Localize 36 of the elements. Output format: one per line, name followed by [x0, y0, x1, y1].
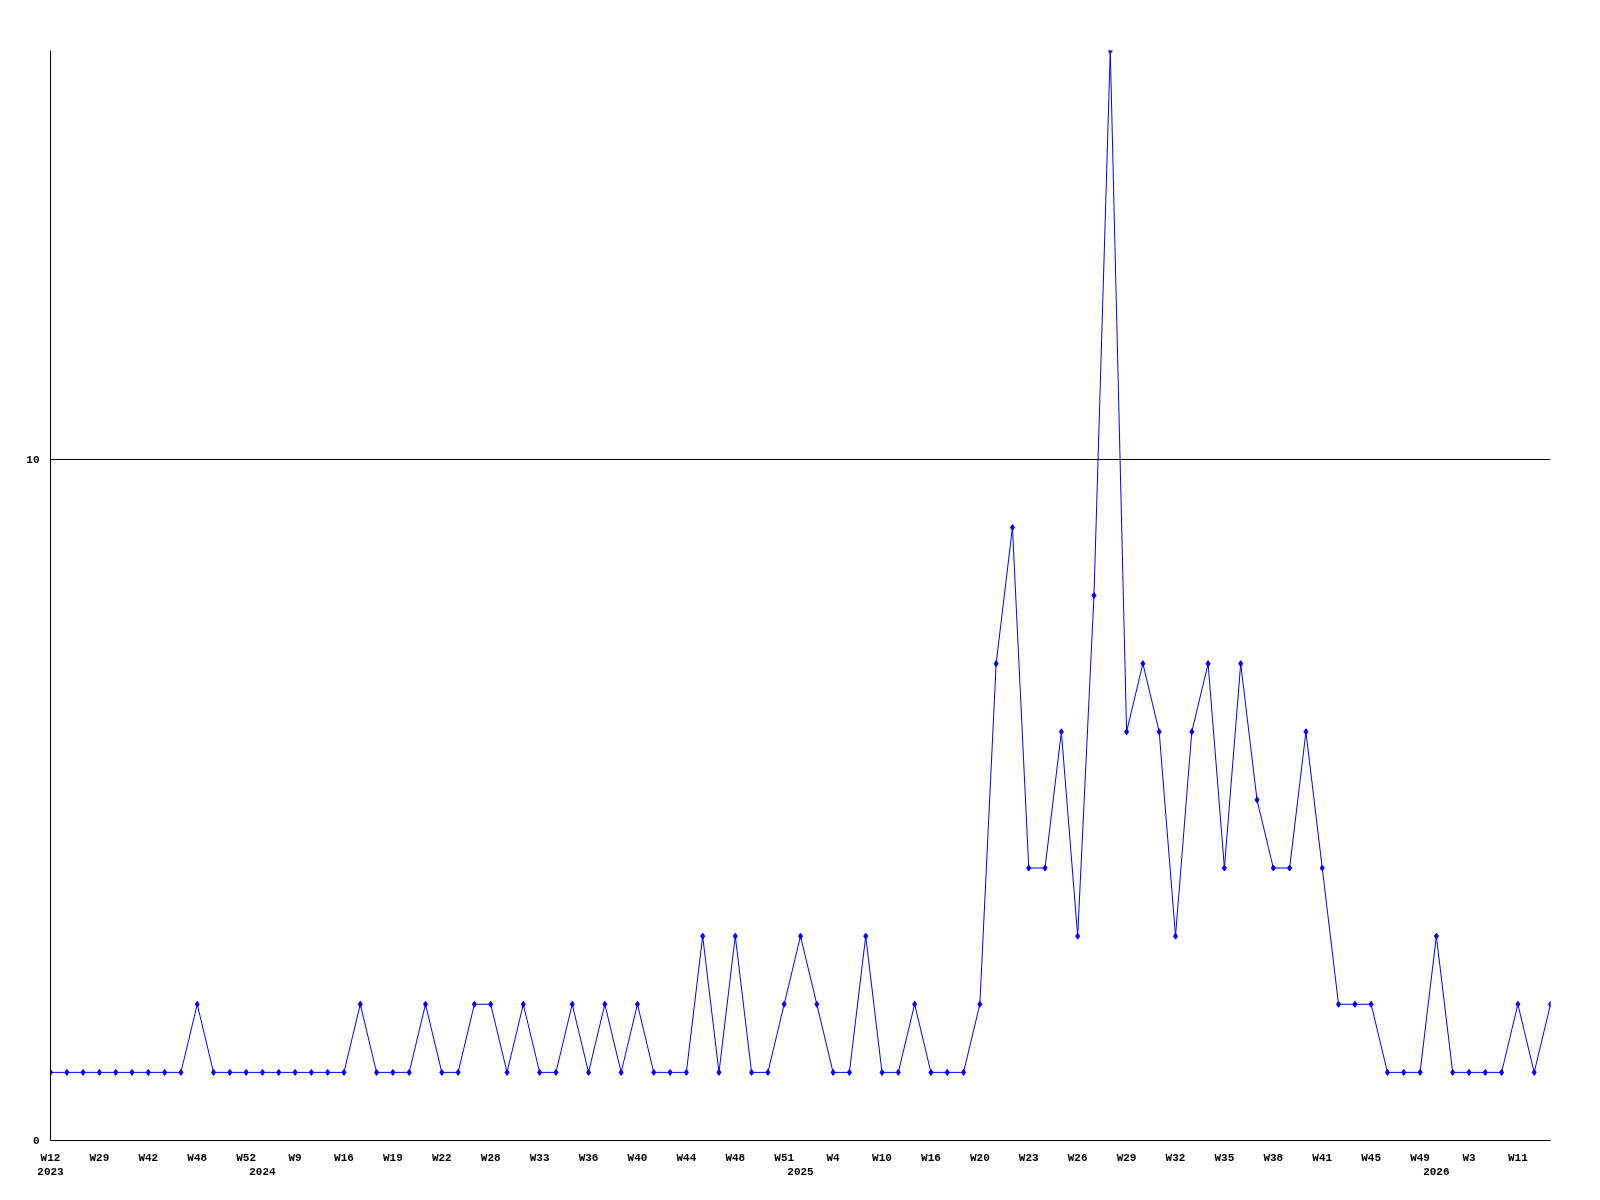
x-tick-label: W45 — [1361, 1151, 1382, 1164]
x-tick-label: W16 — [334, 1151, 354, 1164]
x-tick-label: W40 — [627, 1151, 648, 1164]
x-tick-label: W48 — [187, 1151, 208, 1164]
x-tick-label: W35 — [1214, 1151, 1235, 1164]
x-tick-label: W12 2023 — [37, 1151, 65, 1178]
x-tick-label: W3 — [1462, 1151, 1476, 1164]
x-tick-label: W4 — [826, 1151, 841, 1164]
x-tick-label: W9 — [288, 1151, 302, 1164]
x-tick-label: W48 — [725, 1151, 746, 1164]
x-tick-label: 2024 — [249, 1165, 277, 1178]
x-tick-label: W44 — [676, 1151, 697, 1164]
x-tick-label: 2026 — [1423, 1165, 1450, 1178]
x-tick-label: W11 — [1507, 1151, 1529, 1164]
x-tick-label: W33 — [529, 1151, 550, 1164]
x-tick-label: W19 — [382, 1151, 403, 1164]
x-tick-label: W29 — [89, 1151, 110, 1164]
x-tick-label: W16 — [921, 1151, 941, 1164]
x-tick-label: W26 — [1067, 1151, 1088, 1164]
x-tick-label: W28 — [480, 1151, 502, 1164]
x-tick-label: W52 — [236, 1151, 257, 1164]
x-tick-label: W49 — [1410, 1151, 1430, 1164]
x-tick-label: W51 — [774, 1151, 795, 1164]
x-tick-label: W10 — [872, 1151, 892, 1164]
x-tick-label: W42 — [138, 1151, 159, 1164]
x-tick-label: W38 — [1263, 1151, 1284, 1164]
x-tick-label: W36 — [578, 1151, 599, 1164]
x-tick-label: W32 — [1165, 1151, 1186, 1164]
x-tick-label: W20 — [969, 1151, 990, 1164]
x-tick-label: 2025 — [787, 1165, 815, 1178]
x-tick-label: W41 — [1312, 1151, 1333, 1164]
x-tick-label: W29 — [1116, 1151, 1137, 1164]
y-tick-label: 10 — [26, 453, 40, 466]
y-tick-label: 0 — [32, 1135, 40, 1147]
x-tick-label: W22 — [431, 1151, 452, 1164]
x-tick-label: W23 — [1018, 1151, 1040, 1164]
